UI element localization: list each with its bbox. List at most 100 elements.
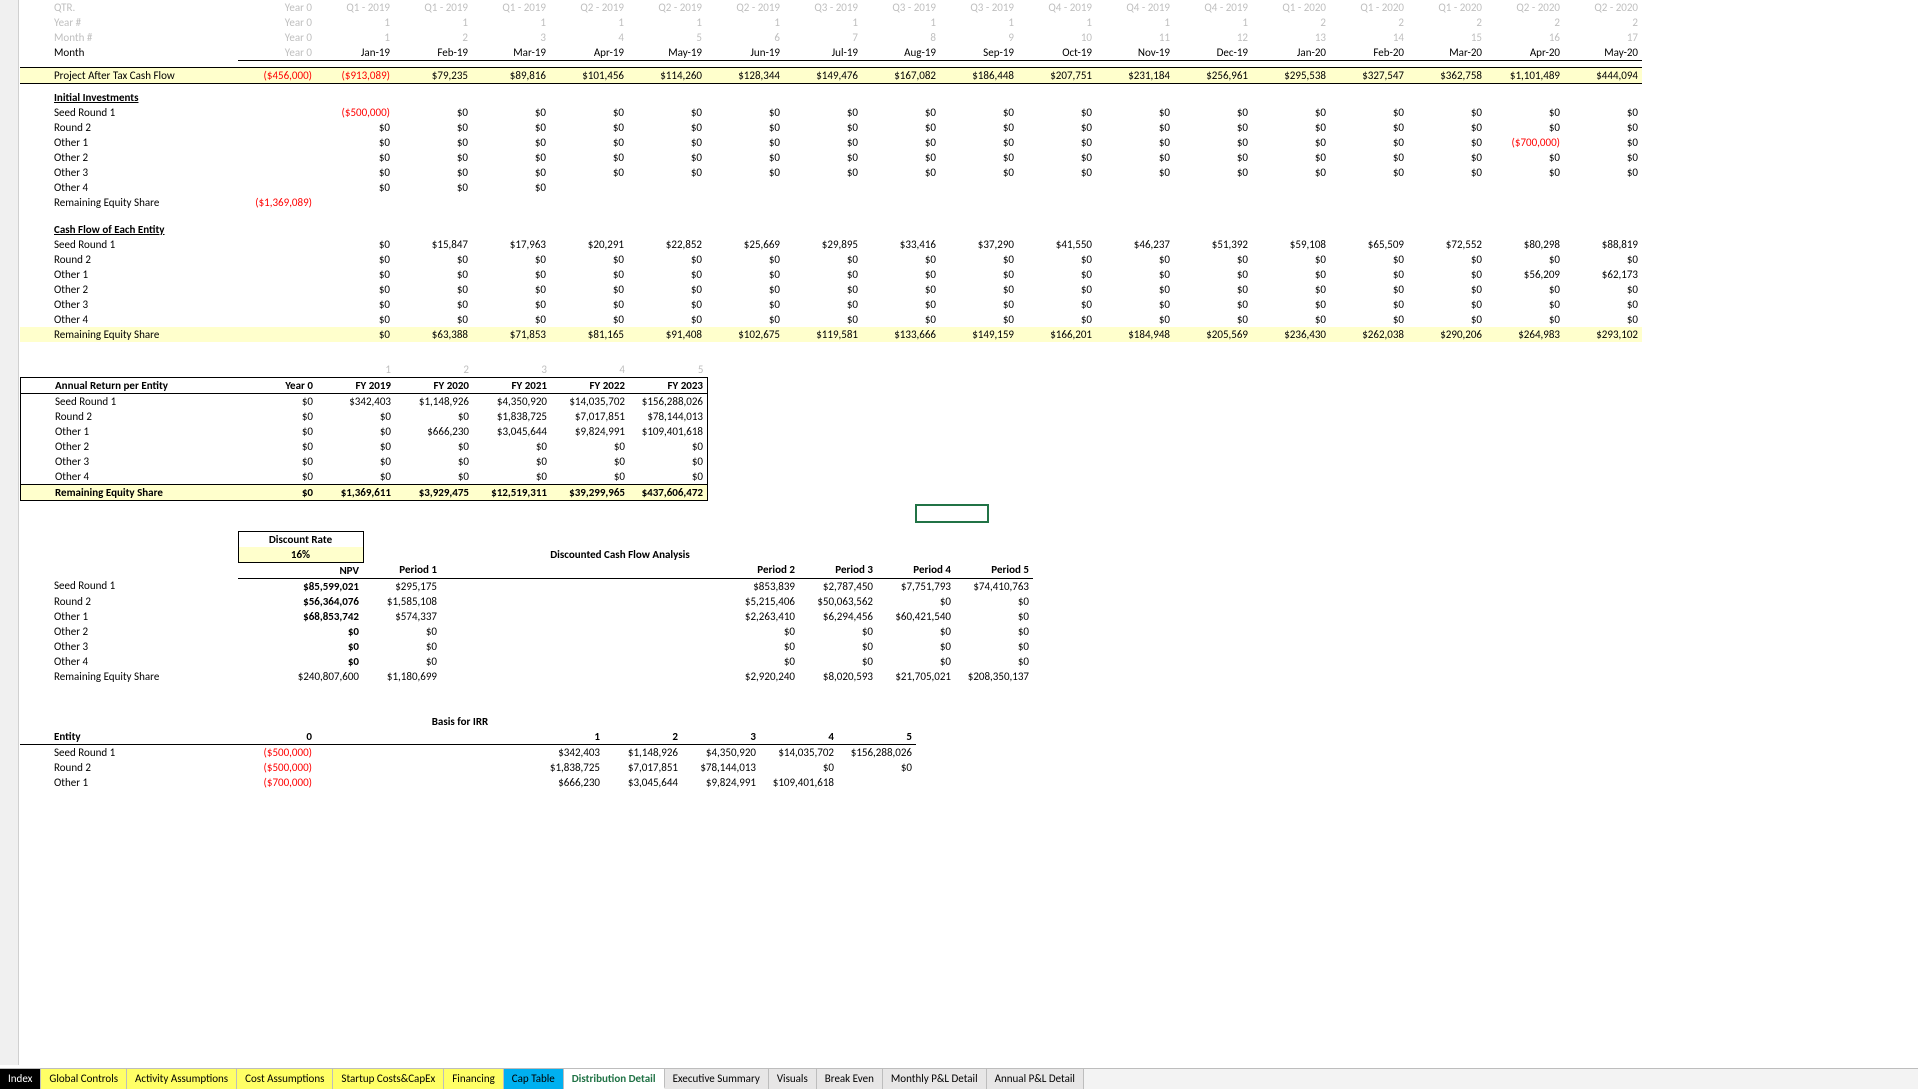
header-cell[interactable]: 1 [784,15,862,30]
header-cell[interactable]: Feb-20 [1330,45,1408,61]
cashflow-res-cell[interactable]: $63,388 [394,327,472,342]
cashflow-cell[interactable]: $0 [1330,267,1408,282]
cashflow-row-label[interactable]: Other 3 [20,297,238,312]
cashflow-cell[interactable]: $29,895 [784,237,862,252]
sheet-tab[interactable]: Visuals [769,1069,817,1089]
initial-row-label[interactable]: Other 3 [20,165,238,180]
initial-cell[interactable] [1018,180,1096,195]
initial-cell[interactable]: $0 [316,135,394,150]
initial-cell[interactable]: $0 [628,105,706,120]
cashflow-cell[interactable]: $15,847 [394,237,472,252]
annual-cell[interactable]: $3,045,644 [473,424,551,439]
initial-cell[interactable]: $0 [472,180,550,195]
cashflow-cell[interactable]: $0 [1564,297,1642,312]
initial-cell[interactable]: $0 [1408,105,1486,120]
dcf-cell[interactable]: $0 [441,624,799,639]
header-cell[interactable]: 11 [1096,30,1174,45]
dcf-cell[interactable]: $0 [799,624,877,639]
initial-cell[interactable]: $0 [862,135,940,150]
initial-cell[interactable]: $0 [1252,135,1330,150]
initial-cell[interactable]: $0 [1486,120,1564,135]
initial-cell[interactable]: $0 [1018,165,1096,180]
header-cell[interactable]: 4 [550,30,628,45]
cashflow-cell[interactable]: $0 [628,297,706,312]
cashflow-cell[interactable]: $0 [1330,312,1408,327]
irr-cell[interactable]: $109,401,618 [760,775,838,790]
initial-cell[interactable]: $0 [550,150,628,165]
irr-entity-label[interactable]: Entity [20,729,238,745]
initial-cell[interactable]: $0 [1330,150,1408,165]
cashflow-cell[interactable]: $0 [1096,282,1174,297]
header-cell[interactable]: Mar-19 [472,45,550,61]
header-cell[interactable]: Q2 - 2019 [550,0,628,15]
irr-cell[interactable]: $14,035,702 [760,744,838,760]
dcf-cell[interactable]: $0 [955,654,1033,669]
header-cell[interactable]: Nov-19 [1096,45,1174,61]
cashflow-cell[interactable]: $0 [784,282,862,297]
dcf-cell[interactable]: $85,599,021 [238,578,363,594]
cashflow-cell[interactable]: $0 [1408,297,1486,312]
initial-cell[interactable]: $0 [472,135,550,150]
dcf-cell[interactable]: $21,705,021 [877,669,955,684]
patcf-cell[interactable]: $167,082 [862,67,940,83]
initial-cell[interactable]: $0 [1486,105,1564,120]
cashflow-res-cell[interactable]: $293,102 [1564,327,1642,342]
initial-cell[interactable]: $0 [394,120,472,135]
header-year0[interactable]: Year 0 [238,45,316,61]
header-cell[interactable]: May-20 [1564,45,1642,61]
irr-header-cell[interactable]: 5 [838,729,916,745]
initial-row-label[interactable]: Other 4 [20,180,238,195]
initial-cell[interactable]: $0 [1018,150,1096,165]
header-cell[interactable]: 14 [1330,30,1408,45]
cashflow-cell[interactable]: $0 [1174,267,1252,282]
cashflow-cell[interactable]: $0 [1486,282,1564,297]
header-cell[interactable]: May-19 [628,45,706,61]
cashflow-cell[interactable]: $0 [1408,267,1486,282]
annual-header-cell[interactable]: FY 2022 [551,377,629,393]
initial-cell[interactable]: $0 [706,105,784,120]
cashflow-cell[interactable]: $20,291 [550,237,628,252]
cashflow-cell[interactable]: $0 [472,297,550,312]
patcf-cell[interactable]: $231,184 [1096,67,1174,83]
header-cell[interactable]: Jan-20 [1252,45,1330,61]
dcf-cell[interactable]: $56,364,076 [238,594,363,609]
annual-cell[interactable]: $1,148,926 [395,393,473,409]
patcf-cell[interactable]: ($913,089) [316,67,394,83]
cashflow-res-cell[interactable]: $166,201 [1018,327,1096,342]
annual-cell[interactable]: $342,403 [317,393,395,409]
header-cell[interactable]: 5 [628,30,706,45]
header-cell[interactable]: 1 [550,15,628,30]
initial-cell[interactable]: $0 [1330,105,1408,120]
initial-cell[interactable]: $0 [1408,135,1486,150]
cashflow-cell[interactable]: $0 [706,312,784,327]
annual-period-num[interactable]: 5 [629,362,708,378]
header-cell[interactable]: Jun-19 [706,45,784,61]
cashflow-cell[interactable]: $0 [472,252,550,267]
header-cell[interactable]: 1 [628,15,706,30]
initial-cell[interactable]: $0 [1096,135,1174,150]
initial-cell[interactable] [940,180,1018,195]
cashflow-cell[interactable]: $0 [1564,282,1642,297]
annual-res-cell[interactable]: $0 [239,484,317,500]
dcf-cell[interactable]: $74,410,763 [955,578,1033,594]
cashflow-cell[interactable]: $0 [1018,297,1096,312]
discount-rate-label[interactable]: Discount Rate [238,531,363,547]
header-cell[interactable]: Q3 - 2019 [940,0,1018,15]
dcf-row-label[interactable]: Other 3 [20,639,238,654]
cashflow-cell[interactable]: $0 [862,267,940,282]
dcf-cell[interactable]: $0 [877,594,955,609]
header-cell[interactable]: Q2 - 2020 [1486,0,1564,15]
initial-cell[interactable]: $0 [1174,120,1252,135]
cashflow-cell[interactable]: $0 [316,312,394,327]
initial-cell[interactable]: $0 [940,105,1018,120]
cashflow-cell[interactable]: $0 [550,312,628,327]
patcf-label[interactable]: Project After Tax Cash Flow [20,67,238,83]
cashflow-cell[interactable]: $33,416 [862,237,940,252]
annual-cell[interactable]: $0 [551,469,629,485]
cashflow-res-cell[interactable]: $205,569 [1174,327,1252,342]
patcf-cell[interactable]: $128,344 [706,67,784,83]
initial-cell[interactable]: $0 [1018,120,1096,135]
initial-cell[interactable]: $0 [1564,165,1642,180]
cashflow-cell[interactable]: $0 [862,282,940,297]
dcf-title[interactable]: Discounted Cash Flow Analysis [441,547,799,563]
